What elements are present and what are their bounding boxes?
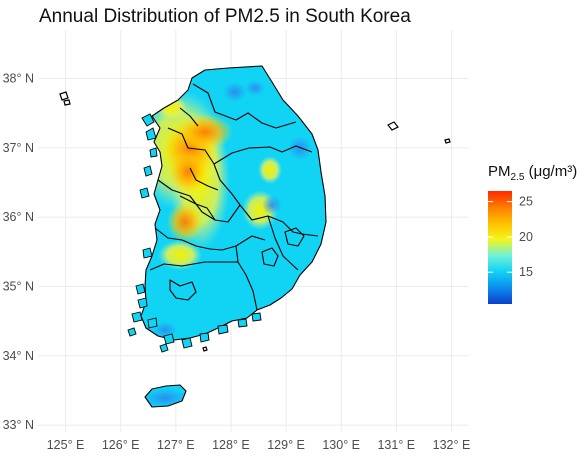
legend-title-sub: 2.5 [510,172,525,183]
y-tick-label: 36° N [3,210,34,224]
legend-ticks: 25 20 15 [488,195,533,279]
province-boundaries [140,65,327,408]
legend-title-main: PM [488,163,511,180]
x-tick-label: 126° E [102,438,140,452]
y-axis-ticks: 33° N 34° N 35° N 36° N 37° N 38° N [3,72,34,433]
y-tick-label: 35° N [3,279,34,293]
outlying-islands [59,91,451,352]
legend-tick-label: 15 [519,265,533,279]
coastal-islands [127,113,262,353]
legend-tick-label: 20 [519,230,533,244]
x-axis-ticks: 125° E 126° E 127° E 128° E 129° E 130° E 131°… [47,438,471,452]
y-tick-label: 34° N [3,349,34,363]
x-tick-label: 127° E [157,438,195,452]
x-tick-label: 125° E [47,438,85,452]
x-tick-label: 131° E [377,438,415,452]
legend: 25 20 15 [488,191,533,304]
y-tick-label: 38° N [3,72,34,86]
pm25-surface [141,66,326,407]
legend-title: PM2.5 (μg/m³) [488,163,577,183]
y-tick-label: 33° N [3,418,34,432]
x-tick-label: 130° E [322,438,360,452]
x-tick-label: 128° E [212,438,250,452]
y-tick-label: 37° N [3,141,34,155]
legend-color-bar [488,191,512,304]
plot-title: Annual Distribution of PM2.5 in South Ko… [39,6,411,27]
legend-tick-label: 25 [519,195,533,209]
legend-title-unit: (μg/m³) [528,163,578,180]
x-tick-label: 132° E [433,438,471,452]
x-tick-label: 129° E [267,438,305,452]
